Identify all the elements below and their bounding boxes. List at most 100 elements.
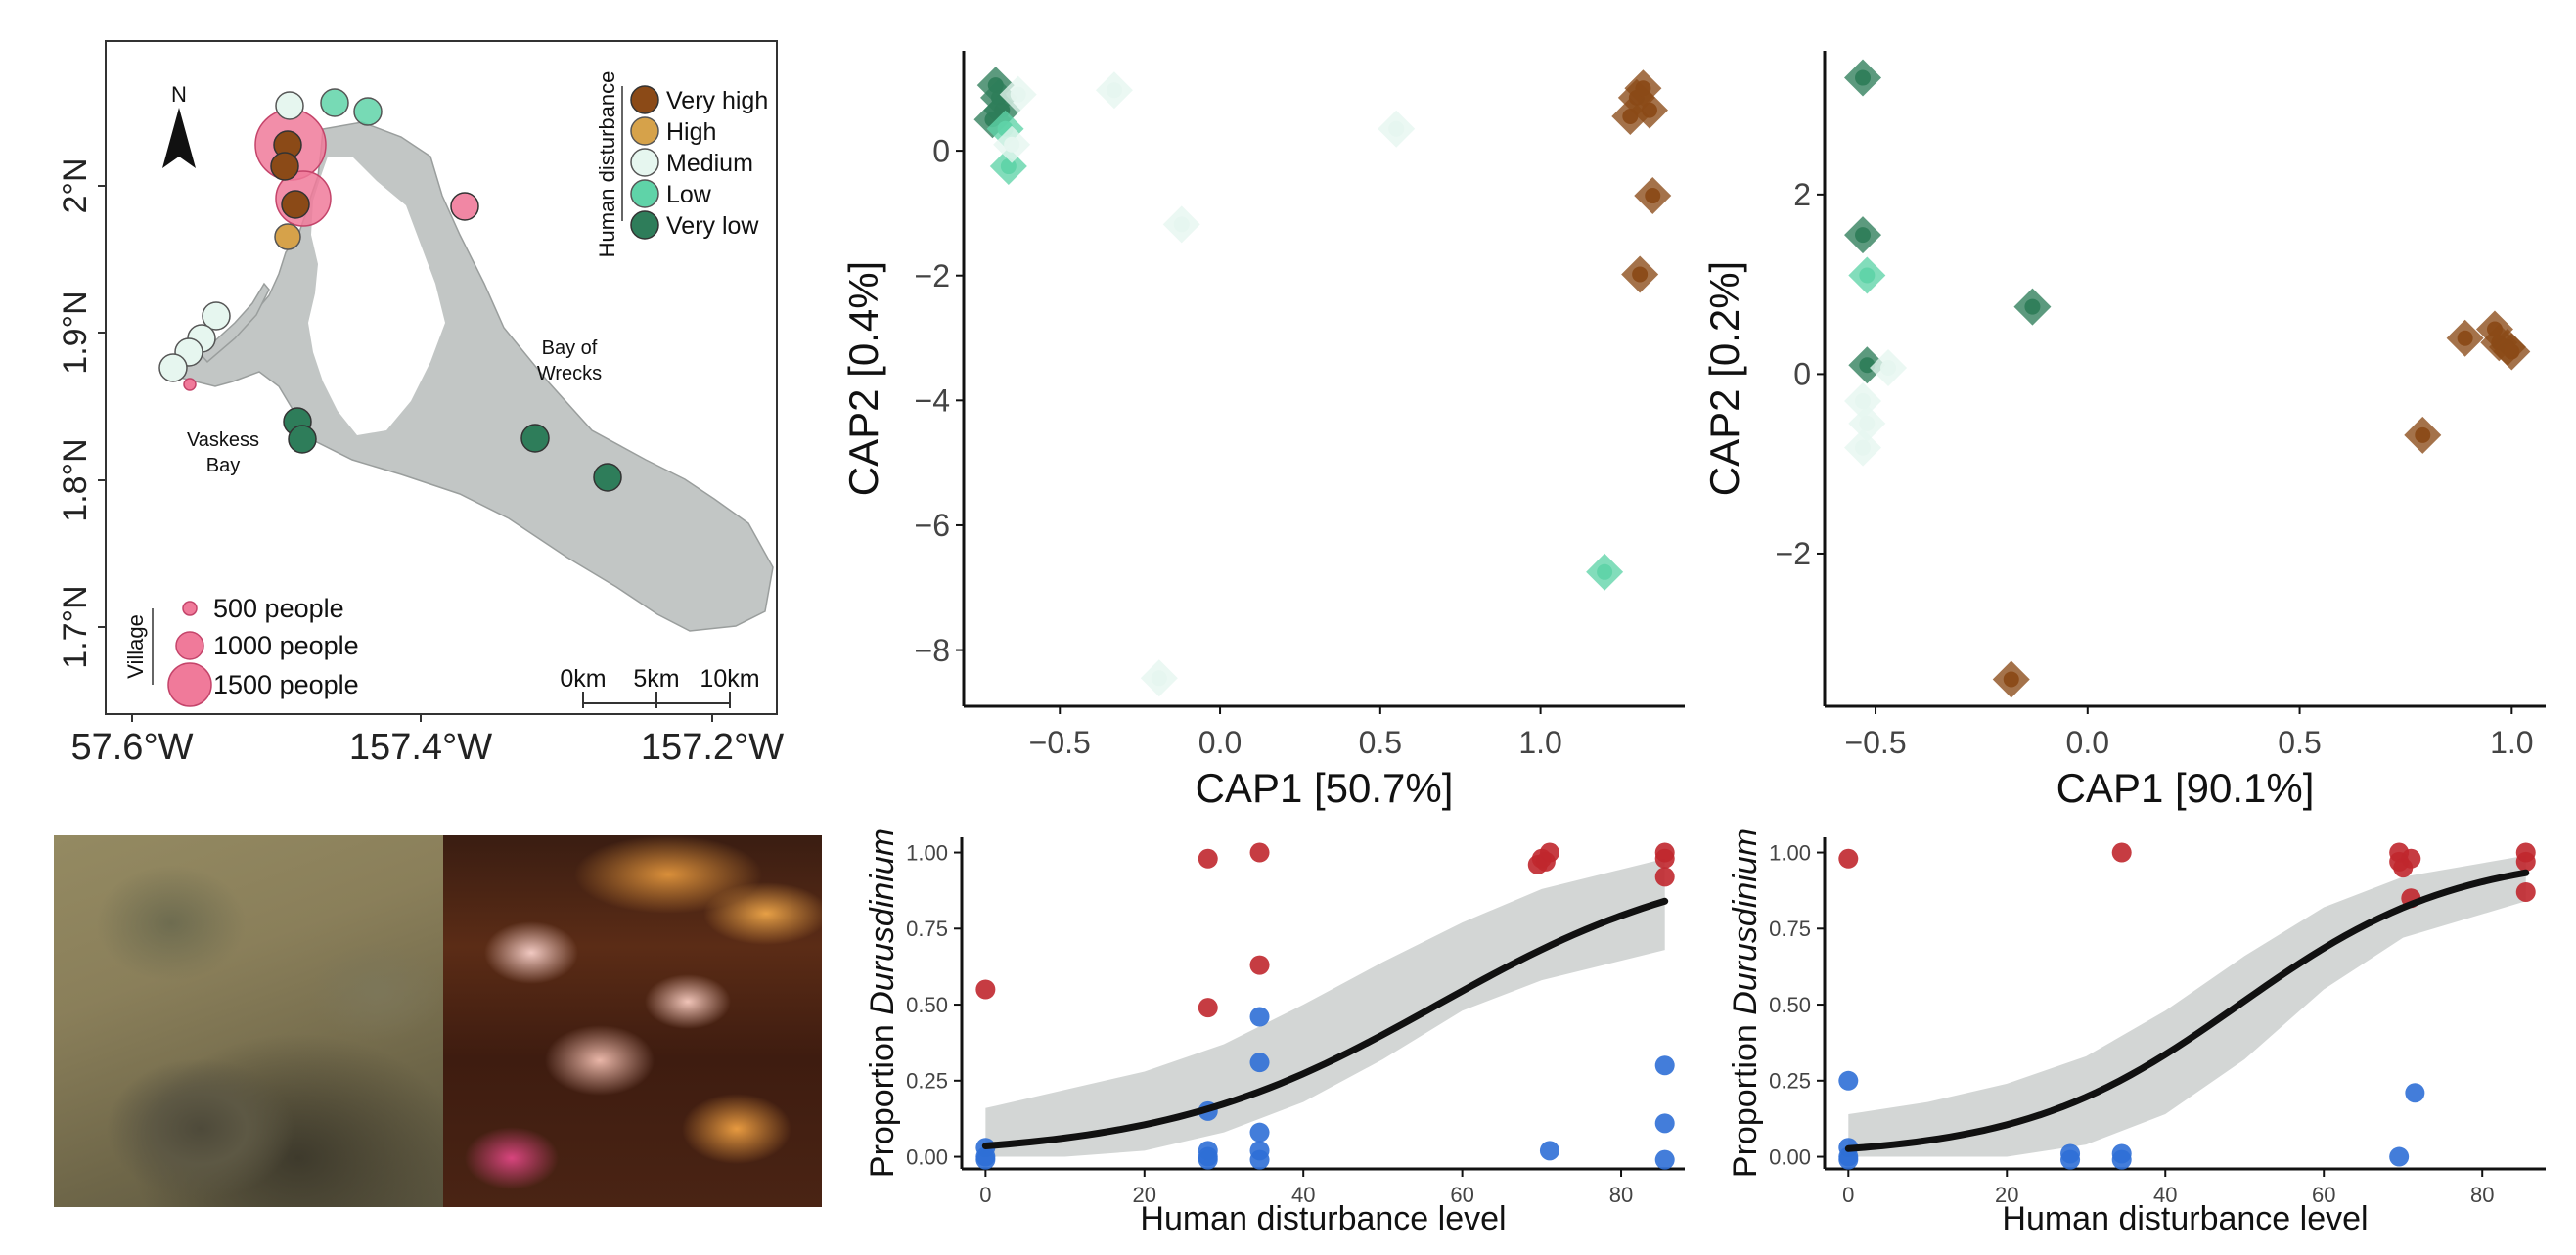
- presence-point: [2515, 851, 2536, 872]
- confidence-ribbon: [985, 858, 1665, 1157]
- place-label: Vaskess: [187, 429, 259, 451]
- lagoon-shape: [308, 157, 445, 435]
- absence-point: [1838, 1149, 1859, 1170]
- scale-label: 5km: [633, 665, 679, 693]
- absence-point: [1249, 1053, 1270, 1073]
- cap-ordination-plot-1: −0.5 0.0 0.5 1.0 0 −2 −4 −6 −8 CAP1 [50.7%] CAP2 […: [840, 51, 1685, 811]
- village-marker: [450, 192, 479, 221]
- x-axis-label: Human disturbance level: [2002, 1200, 2368, 1237]
- ordination-centroid: [1151, 670, 1167, 687]
- y-tick-label: −2: [915, 258, 950, 293]
- y-axis-label: CAP2 [0.4%]: [840, 261, 886, 496]
- ordination-centroid: [1859, 415, 1876, 431]
- y-tick-label: 0.75: [906, 917, 948, 941]
- site-marker: [158, 353, 188, 382]
- presence-point: [1838, 848, 1859, 869]
- ordination-centroid: [1173, 216, 1190, 233]
- ordination-centroid: [1622, 109, 1639, 124]
- site-marker: [520, 424, 550, 453]
- x-axis-label: Human disturbance level: [1140, 1200, 1506, 1237]
- x-tick-label: 20: [1133, 1183, 1156, 1207]
- y-tick-label: 0.50: [1769, 993, 1811, 1017]
- x-tick-label: 20: [1995, 1183, 2018, 1207]
- x-tick-label: −0.5: [1029, 725, 1091, 760]
- site-marker: [353, 97, 383, 126]
- presence-point: [1198, 998, 1218, 1018]
- legend-label: Medium: [666, 150, 753, 177]
- y-tick-label: 0: [1793, 357, 1811, 392]
- legend-title: Village: [123, 614, 148, 679]
- place-label: Bay of: [542, 337, 598, 359]
- x-tick-label: 0.5: [1359, 725, 1402, 760]
- x-axis-label: CAP1 [90.1%]: [2056, 765, 2315, 811]
- x-tick-label: 60: [1450, 1183, 1473, 1207]
- lon-tick-label: 157.2°W: [641, 727, 784, 768]
- lat-tick-label: 1.8°N: [57, 438, 94, 521]
- site-marker: [281, 190, 310, 219]
- legend-label: 1500 people: [213, 670, 359, 699]
- y-tick-label: −4: [915, 383, 950, 419]
- presence-point: [1654, 867, 1675, 887]
- y-tick-label: 0.50: [906, 993, 948, 1017]
- place-label: Wrecks: [537, 363, 602, 384]
- place-label: Bay: [206, 455, 240, 476]
- absence-point: [2405, 1083, 2425, 1103]
- coral-photo-underwater: [54, 835, 443, 1207]
- logistic-fit-line: [981, 897, 1669, 1149]
- cap-ordination-plot-2: −0.5 0.0 0.5 1.0 2 0 −2 CAP1 [90.1%] CAP2 [0.2%]: [1701, 51, 2546, 811]
- site-marker: [593, 463, 622, 492]
- legend-label: Very high: [666, 87, 768, 114]
- ordination-centroid: [1632, 266, 1649, 283]
- legend-label: 500 people: [213, 594, 344, 623]
- lon-axis: 57.6°W 157.4°W 157.2°W: [70, 714, 784, 768]
- legend-swatch: [630, 148, 659, 177]
- legend-label: 1000 people: [213, 631, 359, 660]
- ordination-centroid: [2003, 671, 2019, 688]
- x-tick-label: 0: [979, 1183, 991, 1207]
- ordination-centroid: [2504, 343, 2520, 360]
- x-tick-label: 40: [1291, 1183, 1315, 1207]
- y-tick-label: −2: [1776, 536, 1811, 571]
- village-legend: Village 500 people 1000 people 1500 peop…: [123, 594, 359, 707]
- legend-swatch: [167, 662, 212, 707]
- north-arrow-icon: [162, 108, 196, 168]
- ordination-centroid: [1635, 80, 1651, 97]
- x-tick-label: 40: [2153, 1183, 2177, 1207]
- y-tick-label: 0.25: [906, 1069, 948, 1094]
- legend-swatch: [630, 85, 659, 114]
- x-tick-label: 0.0: [2066, 725, 2109, 760]
- x-tick-label: 1.0: [2490, 725, 2533, 760]
- presence-point: [2401, 848, 2421, 869]
- site-marker: [320, 88, 349, 117]
- scale-label: 10km: [700, 665, 759, 693]
- lat-axis: 2°N 1.9°N 1.8°N 1.7°N: [57, 157, 106, 669]
- absence-point: [2389, 1146, 2410, 1167]
- scale-label: 0km: [560, 665, 606, 693]
- site-markers: [158, 88, 622, 492]
- legend-label: High: [666, 118, 716, 146]
- ordination-centroid: [1880, 359, 1897, 376]
- logistic-fit-line: [1844, 869, 2530, 1152]
- legend-swatch: [630, 116, 659, 146]
- presence-point: [1654, 848, 1675, 869]
- absence-point: [1249, 1149, 1270, 1170]
- y-tick-label: 0.00: [906, 1144, 948, 1169]
- ordination-centroid: [2415, 426, 2431, 443]
- site-marker: [288, 425, 317, 454]
- legend-swatch: [630, 210, 659, 240]
- ordination-centroid: [1388, 120, 1405, 137]
- legend-swatch: [182, 601, 198, 616]
- y-axis-label: Proportion Durusdinium: [864, 829, 901, 1178]
- y-tick-label: 2: [1793, 177, 1811, 212]
- ordination-centroid: [1000, 158, 1017, 175]
- absence-point: [1539, 1141, 1559, 1161]
- coral-photo-reef: [443, 835, 822, 1207]
- site-marker: [202, 301, 231, 331]
- ordination-centroid: [1106, 82, 1122, 99]
- presence-point: [1535, 851, 1556, 872]
- x-tick-label: 1.0: [1518, 725, 1561, 760]
- absence-point: [2111, 1149, 2132, 1170]
- y-tick-label: −8: [915, 633, 950, 668]
- ordination-centroid: [1855, 227, 1872, 244]
- lat-tick-label: 1.9°N: [57, 291, 94, 374]
